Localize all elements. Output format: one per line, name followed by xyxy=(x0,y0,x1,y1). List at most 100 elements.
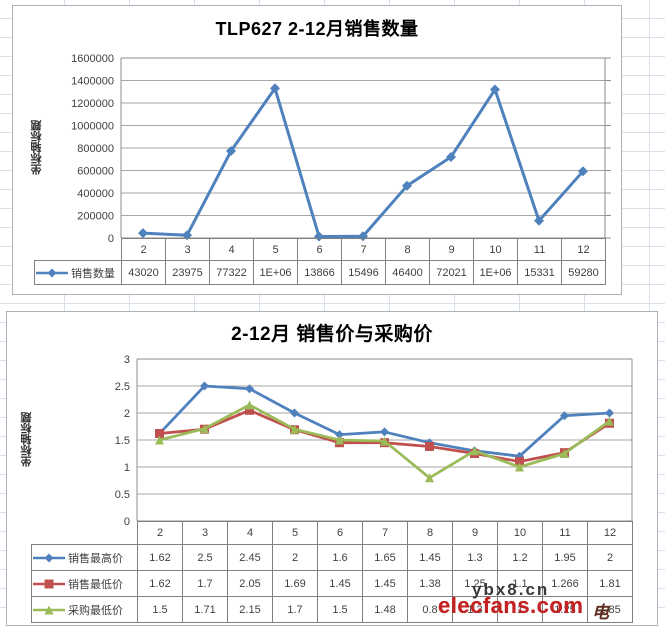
value-cell: 1.45 xyxy=(362,570,408,597)
data-point-marker xyxy=(138,228,148,239)
value-cell: 1.62 xyxy=(137,544,183,571)
data-point-marker xyxy=(560,411,569,421)
chart-title: 2-12月 销售价与采购价 xyxy=(231,324,433,345)
value-cell: 1.7 xyxy=(272,596,318,623)
y-tick-label: 1000000 xyxy=(71,121,114,133)
legend-cell: 采购最低价 xyxy=(31,596,138,623)
series-line-0 xyxy=(141,86,585,238)
series-name-label: 销售最高价 xyxy=(68,552,123,565)
value-cell: 1E+06 xyxy=(473,260,518,285)
value-cell: 46400 xyxy=(385,260,430,285)
data-point-marker xyxy=(380,427,389,437)
value-cell: 23975 xyxy=(165,260,210,285)
value-cell: 1.5 xyxy=(137,596,183,623)
category-cell: 8 xyxy=(385,238,430,261)
value-cell: 1.85 xyxy=(587,596,633,623)
category-cell: 10 xyxy=(497,521,543,545)
value-cell: 0.8 xyxy=(407,596,453,623)
data-point-marker xyxy=(182,230,192,241)
legend-diamond-icon xyxy=(36,268,68,277)
y-tick-label: 0 xyxy=(108,233,114,245)
data-point-marker xyxy=(335,435,344,445)
data-point-marker xyxy=(490,84,500,95)
data-point-marker xyxy=(515,462,524,472)
category-cell: 4 xyxy=(209,238,254,261)
value-cell: 1.45 xyxy=(407,544,453,571)
table-corner-blank xyxy=(35,239,122,261)
category-cell: 11 xyxy=(517,238,562,261)
y-tick-label: 1600000 xyxy=(71,53,114,65)
data-point-marker xyxy=(534,215,544,226)
data-point-marker xyxy=(380,436,389,446)
category-cell: 10 xyxy=(473,238,518,261)
data-point-marker xyxy=(578,166,588,177)
y-tick-label: 2.5 xyxy=(115,381,130,393)
data-point-marker xyxy=(446,151,456,162)
table-corner-blank xyxy=(32,522,138,545)
value-cell: 1.48 xyxy=(362,596,408,623)
value-cell: 1.62 xyxy=(137,570,183,597)
category-cell: 12 xyxy=(587,521,633,545)
value-cell: 15331 xyxy=(517,260,562,285)
data-point-marker xyxy=(425,441,434,451)
data-point-marker xyxy=(402,180,412,191)
data-point-marker xyxy=(425,473,434,483)
value-cell: 1.25 xyxy=(542,596,588,623)
legend-cell: 销售数量 xyxy=(34,260,122,285)
data-point-marker xyxy=(200,424,209,434)
value-cell: 1.5 xyxy=(317,596,363,623)
chart-data-table: 2 3 4 5 6 7 8 9 10 11 12 销售数量 43020 23975 77322 1E+06 13… xyxy=(34,238,606,285)
value-cell: 1E+06 xyxy=(253,260,298,285)
value-cell: 1.71 xyxy=(182,596,228,623)
legend-diamond-icon xyxy=(33,553,65,562)
y-tick-label: 800000 xyxy=(77,143,114,155)
category-cell: 7 xyxy=(362,521,408,545)
y-tick-label: 1.5 xyxy=(115,435,130,447)
chart-sales-quantity[interactable]: TLP627 2-12月销售数量 坐标轴标题 0 200000 400000 6000… xyxy=(12,5,622,295)
value-cell: 1 xyxy=(497,596,543,623)
value-cell: 2.15 xyxy=(227,596,273,623)
y-tick-label: 2 xyxy=(124,408,130,420)
value-cell: 1.1 xyxy=(497,570,543,597)
value-cell: 1.2 xyxy=(497,544,543,571)
chart-prices[interactable]: 2-12月 销售价与采购价 坐标轴标题 0 0.5 1 1.5 2 2.5 3 2 3 4 5 6 7 8… xyxy=(6,311,658,626)
value-cell: 1.7 xyxy=(182,570,228,597)
y-tick-label: 1400000 xyxy=(71,76,114,88)
data-point-marker xyxy=(515,457,524,467)
value-cell: 1.266 xyxy=(542,570,588,597)
data-point-marker xyxy=(515,451,524,461)
data-point-marker xyxy=(226,146,236,157)
category-cell: 9 xyxy=(452,521,498,545)
value-cell: 2 xyxy=(272,544,318,571)
value-cell: 1.3 xyxy=(452,544,498,571)
category-cell: 3 xyxy=(165,238,210,261)
value-cell: 1.65 xyxy=(362,544,408,571)
category-cell: 7 xyxy=(341,238,386,261)
data-point-marker xyxy=(270,83,280,94)
category-cell: 6 xyxy=(317,521,363,545)
legend-cell: 销售最高价 xyxy=(31,544,138,571)
value-cell: 2.45 xyxy=(227,544,273,571)
data-point-marker xyxy=(155,435,164,445)
value-cell: 1.38 xyxy=(407,570,453,597)
chart-data-table: 2 3 4 5 6 7 8 9 10 11 12 销售最高价 1.62 2.5 2.45 2 1.6 1.65 1.… xyxy=(31,521,633,623)
y-tick-label: 200000 xyxy=(77,211,114,223)
data-point-marker xyxy=(470,446,479,456)
value-cell: 1.69 xyxy=(272,570,318,597)
category-cell: 4 xyxy=(227,521,273,545)
value-cell: 2.5 xyxy=(182,544,228,571)
legend-triangle-icon xyxy=(33,605,65,614)
data-point-marker xyxy=(200,381,209,391)
legend-square-icon xyxy=(33,579,65,588)
value-cell: 15496 xyxy=(341,260,386,285)
y-tick-label: 400000 xyxy=(77,188,114,200)
y-tick-label: 600000 xyxy=(77,166,114,178)
value-cell: 1.25 xyxy=(452,570,498,597)
category-cell: 11 xyxy=(542,521,588,545)
category-cell: 5 xyxy=(253,238,298,261)
y-tick-label: 1 xyxy=(124,462,130,474)
value-cell: 13866 xyxy=(297,260,342,285)
y-tick-label: 0.5 xyxy=(115,489,130,501)
category-cell: 12 xyxy=(561,238,606,261)
